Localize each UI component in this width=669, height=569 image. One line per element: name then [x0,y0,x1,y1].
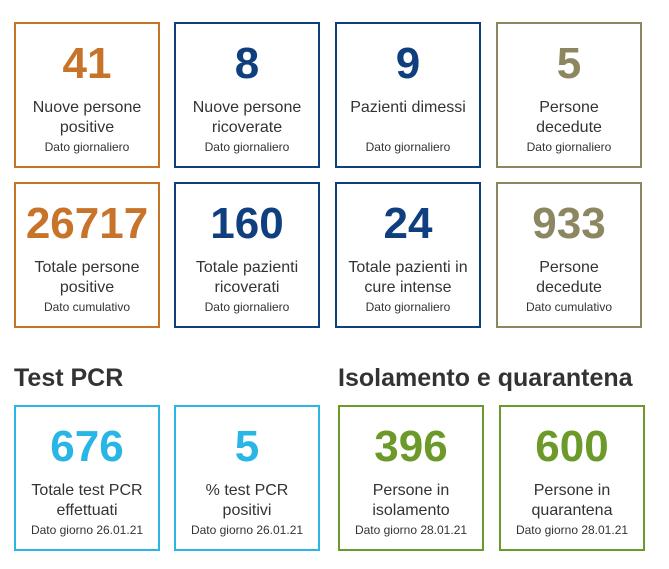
stat-sub: Dato giorno 26.01.21 [190,523,304,537]
stat-sub: Dato cumulativo [525,300,613,314]
stat-label-line2: decedute [536,279,602,296]
stat-label-line2: positive [59,119,115,136]
stat-label-line2: cure intense [364,279,452,296]
stat-sub: Dato cumulativo [43,300,131,314]
stat-label-line2: quarantena [531,502,613,519]
stat-sub: Dato giornaliero [365,140,451,154]
card-quarantine: 600 Persone in quarantena Dato giorno 28… [499,405,645,551]
card-discharged: 9 Pazienti dimessi Dato giornaliero [335,22,481,168]
stat-sub: Dato giorno 28.01.21 [354,523,468,537]
card-total-hospitalized: 160 Totale pazienti ricoverati Dato gior… [174,182,320,328]
card-new-positives: 41 Nuove persone positive Dato giornalie… [14,22,160,168]
stat-value: 676 [50,422,124,471]
stat-value: 41 [62,39,112,88]
card-isolation: 396 Persone in isolamento Dato giorno 28… [338,405,484,551]
stat-label-line1: Totale pazienti [195,259,299,276]
card-pcr-positive-percent: 5 % test PCR positivi Dato giorno 26.01.… [174,405,320,551]
stat-value: 26717 [25,199,149,248]
stat-label-line1: % test PCR [205,482,289,499]
stat-label-line1: Nuove persone [32,99,142,116]
stat-value: 9 [395,39,421,88]
stat-label-line2: ricoverati [214,279,280,296]
stat-label-line1: Persone in [372,482,450,499]
section-title-pcr: Test PCR [14,364,124,392]
stat-value: 5 [234,422,260,471]
stat-value: 160 [210,199,284,248]
stat-value: 396 [374,422,448,471]
stat-label-line1: Totale persone [34,259,140,276]
stat-label-line2: isolamento [372,502,450,519]
stat-sub: Dato giornaliero [204,300,290,314]
card-new-hospitalized: 8 Nuove persone ricoverate Dato giornali… [174,22,320,168]
stat-label-line1: Persone [539,99,599,116]
stat-sub: Dato giornaliero [44,140,130,154]
stat-label-line2: decedute [536,119,602,136]
stat-label-line1: Totale test PCR [31,482,143,499]
stat-label-line2: positive [59,279,115,296]
stat-label-line1: Persone in [533,482,611,499]
stat-sub: Dato giornaliero [204,140,290,154]
stat-label-line1: Pazienti dimessi [350,99,466,116]
stat-label-line2: effettuati [56,502,118,519]
stat-label-line1: Persone [539,259,599,276]
stat-sub: Dato giorno 28.01.21 [515,523,629,537]
stat-label-line2: ricoverate [211,119,283,136]
stat-value: 600 [535,422,609,471]
stat-value: 5 [556,39,582,88]
card-total-deaths: 933 Persone decedute Dato cumulativo [496,182,642,328]
stat-value: 8 [234,39,260,88]
stat-value: 24 [383,199,433,248]
stat-label-line1: Totale pazienti in [348,259,468,276]
stat-sub: Dato giorno 26.01.21 [30,523,144,537]
stat-sub: Dato giornaliero [526,140,612,154]
section-title-isolation: Isolamento e quarantena [338,364,633,392]
stat-sub: Dato giornaliero [365,300,451,314]
card-new-deaths: 5 Persone decedute Dato giornaliero [496,22,642,168]
card-total-positives: 26717 Totale persone positive Dato cumul… [14,182,160,328]
stat-label-line1: Nuove persone [192,99,302,116]
stat-label-line2: positivi [222,502,272,519]
card-pcr-total: 676 Totale test PCR effettuati Dato gior… [14,405,160,551]
card-intensive-care: 24 Totale pazienti in cure intense Dato … [335,182,481,328]
stat-value: 933 [532,199,606,248]
